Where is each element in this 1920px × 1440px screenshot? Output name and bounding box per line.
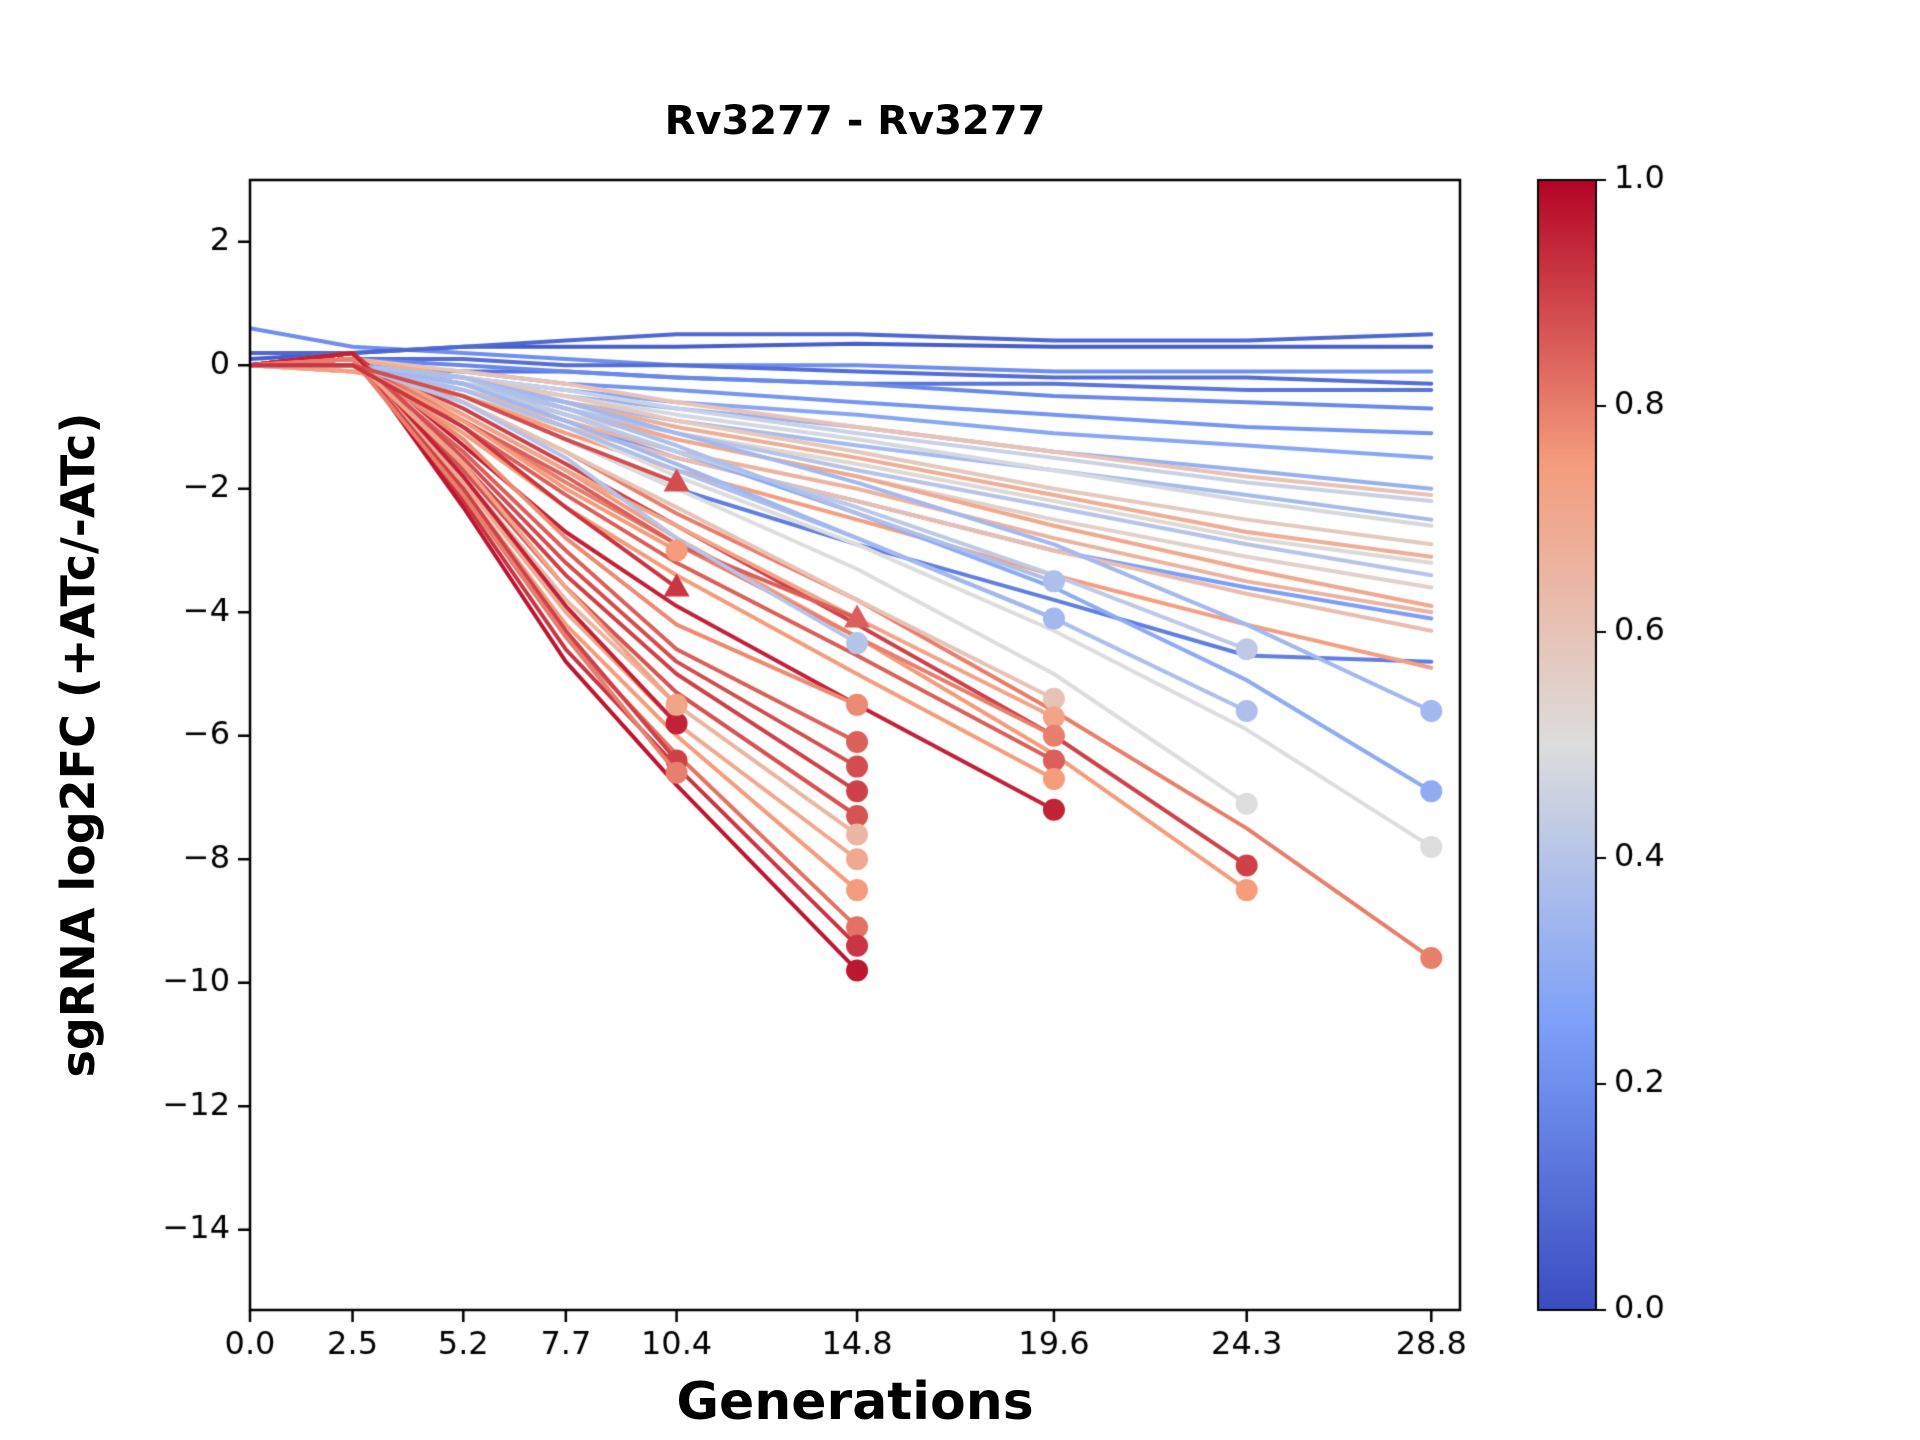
y-axis-label: sgRNA log2FC (+ATc/-ATc) xyxy=(51,412,105,1078)
x-axis-label: Generations xyxy=(676,1372,1034,1432)
chart-title: Rv3277 - Rv3277 xyxy=(664,98,1046,144)
